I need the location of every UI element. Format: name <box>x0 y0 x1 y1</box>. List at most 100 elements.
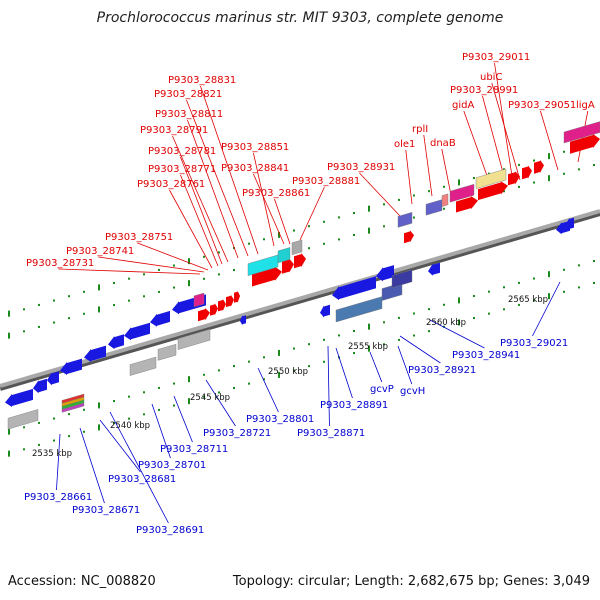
gene-feature <box>449 183 475 203</box>
leader-line <box>172 135 229 263</box>
tick-mark <box>278 231 280 238</box>
gene-feature <box>247 254 279 276</box>
tick-mark <box>398 198 400 201</box>
tick-mark <box>578 286 580 289</box>
tick-mark <box>38 325 40 328</box>
gene-feature <box>252 266 282 287</box>
gene-feature <box>332 276 376 301</box>
tick-mark <box>203 255 205 258</box>
top-gene-label: P9303_28881 <box>292 176 360 187</box>
top-gene-label: P9303_28751 <box>105 232 173 243</box>
leader-line <box>405 149 413 205</box>
tick-mark <box>488 172 490 175</box>
tick-mark <box>458 179 460 186</box>
leader-line <box>180 174 219 267</box>
top-gene-label: P9303_28761 <box>137 179 205 190</box>
leader-line <box>137 242 209 271</box>
tick-mark <box>53 417 55 420</box>
tick-mark <box>143 295 145 298</box>
bottom-gene-label: gcvH <box>400 386 425 397</box>
top-gene-label: ubiC <box>480 72 502 83</box>
leader-line <box>253 152 275 247</box>
tick-mark <box>203 395 205 398</box>
gene-feature <box>157 343 177 361</box>
top-gene-label: ole1 <box>394 139 415 150</box>
tick-mark <box>68 413 70 416</box>
tick-mark <box>593 282 595 285</box>
gene-feature <box>456 196 478 213</box>
tick-mark <box>128 299 130 302</box>
tick-mark <box>458 297 460 304</box>
tick-mark <box>158 290 160 293</box>
tick-mark <box>473 317 475 320</box>
gene-feature <box>61 402 85 413</box>
leader-line <box>253 173 285 245</box>
tick-mark <box>548 271 550 278</box>
tick-mark <box>83 430 85 433</box>
tick-mark <box>233 387 235 390</box>
tick-mark <box>323 338 325 341</box>
gene-feature <box>478 181 508 201</box>
tick-mark <box>593 164 595 167</box>
tick-mark <box>173 264 175 267</box>
tick-mark <box>533 299 535 302</box>
tick-mark <box>368 205 370 212</box>
tick-mark <box>188 258 190 265</box>
tick-mark <box>8 332 10 339</box>
tick-mark <box>128 417 130 420</box>
tick-mark <box>383 203 385 206</box>
gene-feature <box>60 358 82 375</box>
genome-title: Prochlorococcus marinus str. MIT 9303, c… <box>96 10 504 26</box>
bottom-gene-label: P9303_28681 <box>108 474 176 485</box>
top-gene-label: rplI <box>412 124 428 135</box>
gene-feature <box>391 269 413 288</box>
leader-line <box>463 110 491 185</box>
leader-line <box>169 189 213 269</box>
tick-mark <box>38 303 40 306</box>
leader-line <box>180 156 223 265</box>
tick-mark <box>83 312 85 315</box>
tick-mark <box>53 321 55 324</box>
leader-line <box>327 345 330 427</box>
leader-line <box>257 367 279 413</box>
gene-feature <box>282 258 294 274</box>
scale-labels: 2535 kbp 2540 kbp 2545 kbp 2550 kbp 2555 kbp… <box>32 295 548 459</box>
leader-line <box>151 403 171 459</box>
leader-line <box>540 110 559 171</box>
gene-feature <box>193 292 205 308</box>
tick-mark <box>188 376 190 383</box>
gene-feature <box>5 388 33 407</box>
top-gene-label: P9303_29011 <box>462 52 530 63</box>
top-gene-label: P9303_28781 <box>148 146 216 157</box>
gene-feature <box>210 303 218 316</box>
leader-line <box>173 395 193 443</box>
tick-mark <box>53 299 55 302</box>
top-gene-label: P9303_28931 <box>327 162 395 173</box>
tick-mark <box>23 308 25 311</box>
accession-label: Accession: NC_008820 <box>8 574 156 589</box>
tick-mark <box>98 306 100 313</box>
tick-mark <box>323 220 325 223</box>
tick-mark <box>98 402 100 409</box>
leader-line <box>494 62 513 177</box>
top-gene-label: P9303_28831 <box>168 75 236 86</box>
bottom-gene-label: gcvP <box>370 384 394 395</box>
tick-mark <box>263 378 265 381</box>
scale-tick-label: 2555 kbp <box>348 342 388 352</box>
tick-mark <box>428 308 430 311</box>
top-gene-label: P9303_28841 <box>221 163 289 174</box>
tick-mark <box>518 163 520 166</box>
tick-mark <box>218 369 220 372</box>
tick-mark <box>203 373 205 376</box>
tick-mark <box>158 268 160 271</box>
tick-mark <box>593 260 595 263</box>
tick-mark <box>143 413 145 416</box>
tick-mark <box>293 369 295 372</box>
tick-mark <box>323 360 325 363</box>
tick-mark <box>83 290 85 293</box>
gene-feature <box>294 253 306 269</box>
bottom-gene-label: P9303_28941 <box>452 350 520 361</box>
top-gene-label: P9303_28741 <box>66 246 134 257</box>
gene-feature <box>240 315 246 326</box>
tick-mark <box>278 349 280 356</box>
